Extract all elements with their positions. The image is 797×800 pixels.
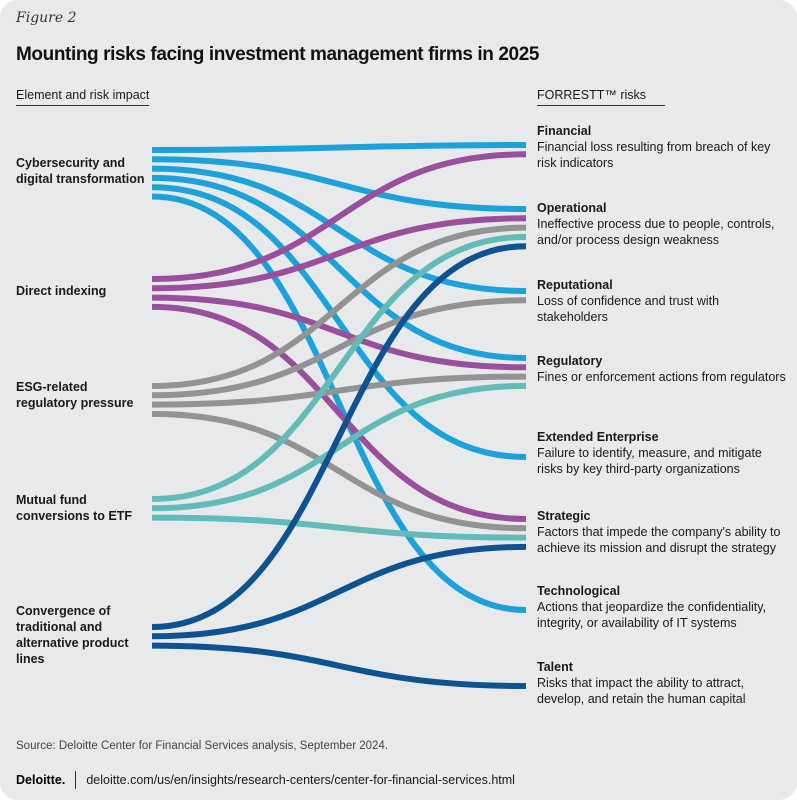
flow-cyber-to-extended bbox=[151, 184, 527, 460]
element-label-esg: ESG-related regulatory pressure bbox=[16, 380, 134, 410]
footer-divider bbox=[75, 771, 77, 789]
risk-description: Financial loss resulting from breach of … bbox=[537, 140, 771, 170]
risk-description: Actions that jeopardize the confidential… bbox=[537, 600, 767, 630]
flow-direct-to-operational bbox=[151, 215, 527, 292]
risk-strategic: Strategic Factors that impede the company… bbox=[537, 508, 787, 556]
risk-description: Ineffective process due to people, contr… bbox=[537, 217, 775, 247]
flow-conv-to-strategic bbox=[151, 543, 527, 640]
deloitte-logo: Deloitte. bbox=[16, 773, 66, 787]
flow-mutual-to-strategic bbox=[151, 514, 527, 541]
flow-cyber-to-reputational bbox=[151, 165, 527, 294]
right-column-header: FORRESTT™ risks bbox=[537, 88, 665, 106]
risk-name: Financial bbox=[537, 124, 592, 138]
flow-direct-to-financial bbox=[151, 151, 527, 282]
flow-esg-to-strategic bbox=[151, 410, 527, 532]
flow-conv-to-talent bbox=[151, 642, 527, 689]
risk-reputational: Reputational Loss of confidence and trust… bbox=[537, 277, 787, 325]
flow-mutual-to-operational bbox=[151, 233, 527, 502]
risk-description: Loss of confidence and trust with stakeh… bbox=[537, 294, 720, 324]
risk-description: Failure to identify, measure, and mitiga… bbox=[537, 446, 762, 476]
risk-operational: Operational Ineffective process due to pe… bbox=[537, 200, 787, 248]
risk-description: Factors that impede the company's abilit… bbox=[537, 525, 781, 555]
flow-cyber-to-regulatory bbox=[151, 174, 527, 361]
footer: Deloitte. deloitte.com/us/en/insights/re… bbox=[16, 771, 515, 789]
flow-esg-to-reputational bbox=[151, 297, 527, 399]
risk-name: Extended Enterprise bbox=[537, 430, 659, 444]
risk-name: Regulatory bbox=[537, 354, 603, 368]
risk-description: Risks that impact the ability to attract… bbox=[537, 676, 746, 706]
flow-esg-to-regulatory bbox=[151, 373, 527, 408]
risk-name: Operational bbox=[537, 201, 607, 215]
flow-mutual-to-regulatory bbox=[151, 382, 527, 512]
left-column-header: Element and risk impact bbox=[16, 88, 150, 106]
figure-label: Figure 2 bbox=[16, 10, 77, 26]
risk-regulatory: Regulatory Fines or enforcement actions f… bbox=[537, 353, 787, 385]
element-label-convergence: Convergence of traditional and alternati… bbox=[16, 604, 129, 666]
flow-conv-to-operational bbox=[151, 243, 527, 630]
element-label-direct-indexing: Direct indexing bbox=[16, 284, 107, 298]
risk-talent: Talent Risks that impact the ability to a… bbox=[537, 659, 787, 707]
risk-name: Technological bbox=[537, 584, 621, 598]
flow-cyber-to-operational bbox=[151, 156, 527, 212]
risk-technological: Technological Actions that jeopardize the… bbox=[537, 583, 787, 631]
risk-name: Reputational bbox=[537, 278, 613, 292]
risk-name: Strategic bbox=[537, 509, 591, 523]
risk-description: Fines or enforcement actions from regula… bbox=[537, 370, 786, 384]
source-note: Source: Deloitte Center for Financial Se… bbox=[16, 740, 389, 752]
flow-cyber-to-technological bbox=[151, 193, 527, 613]
figure-title: Mounting risks facing investment managem… bbox=[16, 44, 540, 65]
flow-esg-to-operational bbox=[151, 224, 527, 389]
element-label-mutual-fund: Mutual fund conversions to ETF bbox=[16, 493, 132, 523]
footer-url[interactable]: deloitte.com/us/en/insights/research-cen… bbox=[86, 773, 515, 787]
flow-cyber-to-financial bbox=[151, 142, 527, 153]
flow-direct-to-strategic bbox=[151, 303, 527, 522]
risk-extended-enterprise: Extended Enterprise Failure to identify, … bbox=[537, 429, 787, 477]
risk-financial: Financial Financial loss resulting from b… bbox=[537, 123, 787, 171]
flow-direct-to-regulatory bbox=[151, 294, 527, 371]
element-label-cybersecurity: Cybersecurity and digital transformation bbox=[16, 156, 145, 186]
risk-name: Talent bbox=[537, 660, 573, 674]
